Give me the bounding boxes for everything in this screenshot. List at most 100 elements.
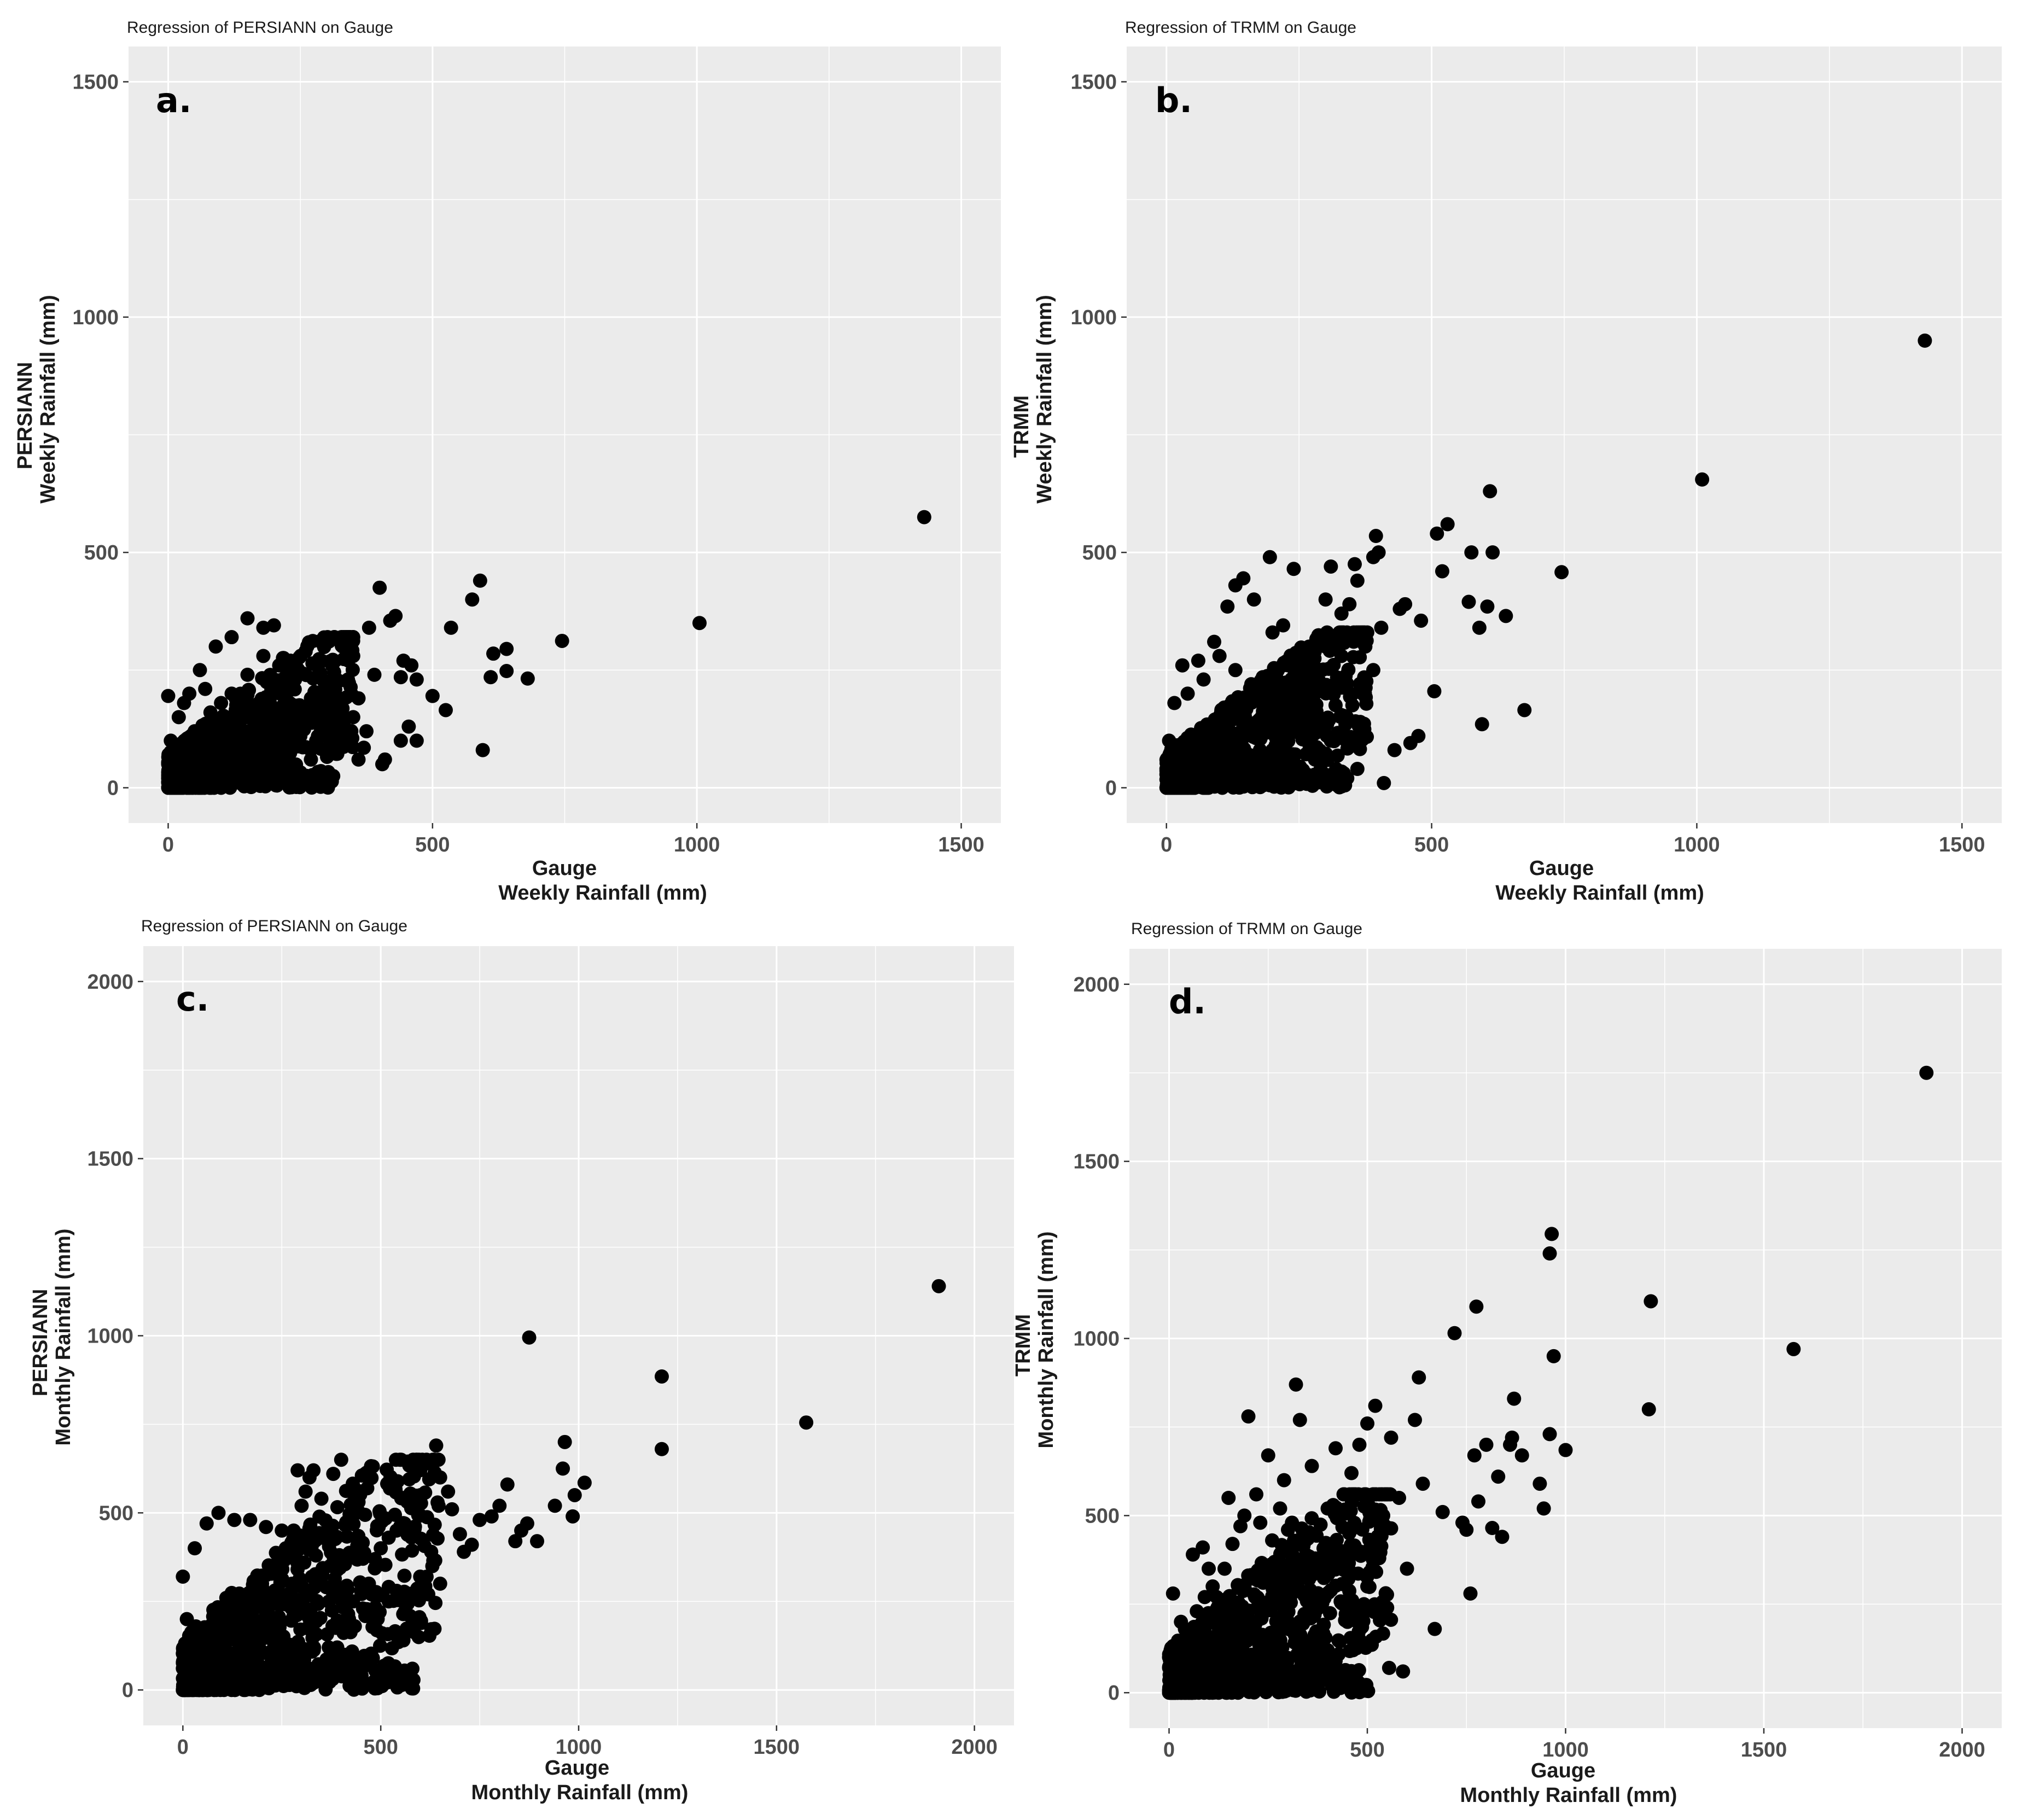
data-point [1374,620,1389,635]
data-point [484,1509,499,1524]
cluster-point [290,1562,305,1577]
cluster-point [1231,690,1245,705]
data-point [346,649,360,663]
data-point [1514,1448,1529,1463]
data-point [1320,1643,1335,1658]
data-point [306,1463,321,1478]
data-point [1472,620,1487,635]
data-point [319,634,334,649]
y-tick-label: 500 [99,1502,133,1525]
data-point [1180,686,1195,701]
cluster-point [1328,1578,1343,1593]
cluster-point [368,1681,382,1696]
cluster-point [251,696,266,711]
data-point [1318,771,1333,786]
data-point [1217,724,1232,739]
y-tick-label: 2000 [87,971,133,994]
data-point [457,1544,471,1559]
cluster-point [1274,1572,1289,1586]
data-point [1209,1590,1224,1605]
data-point [1265,743,1280,757]
data-point [357,740,371,755]
cluster-point [1299,1585,1314,1600]
cluster-point [319,744,334,759]
data-point [185,766,199,781]
panel-a-xlabel-line1: Gauge [532,857,597,880]
data-point [1641,1402,1656,1417]
data-point [1191,654,1205,668]
data-point [421,1587,436,1602]
cluster-point [397,1663,412,1678]
data-point [1503,1437,1517,1452]
data-point [271,1548,285,1563]
data-point [421,1456,436,1471]
data-point [1292,724,1307,739]
cluster-point [1168,750,1182,765]
cluster-point [255,671,270,686]
cluster-point [218,1661,233,1676]
data-point [1507,1391,1522,1406]
data-point [1221,1490,1236,1505]
cluster-point [214,718,229,733]
cluster-point [1273,1547,1287,1561]
data-point [256,649,271,663]
data-point [1281,658,1296,673]
y-tick-label: 2000 [1073,973,1120,996]
cluster-point [383,1481,398,1496]
data-point [277,752,292,767]
cluster-point [1208,1643,1222,1658]
cluster-point [291,1635,306,1649]
cluster-point [1265,1645,1279,1660]
data-point [1313,1675,1327,1689]
data-point [1918,333,1932,348]
data-point [381,1594,396,1609]
data-point [1328,1653,1343,1668]
data-point [1455,1515,1470,1530]
data-point [198,681,213,696]
cluster-point [1290,1572,1305,1586]
data-point [917,510,931,524]
data-point [164,733,178,748]
cluster-point [411,1630,426,1644]
cluster-point [1373,1527,1388,1542]
data-point [374,1541,388,1556]
data-point [1546,1349,1561,1363]
data-point [1350,573,1365,588]
y-tick-label: 0 [1105,777,1117,800]
data-point [1262,550,1277,564]
data-point [1479,1437,1494,1452]
data-point [1403,736,1418,750]
data-point [255,1576,270,1591]
data-point [1207,634,1221,649]
cluster-point [1314,1560,1329,1574]
cluster-point [340,1578,354,1593]
cluster-point [1372,1487,1386,1502]
panel-d-letter: d. [1169,982,1206,1022]
cluster-point [350,1505,365,1520]
data-point [1440,517,1455,532]
data-point [335,724,350,739]
cluster-point [1201,1673,1215,1688]
data-point [1249,775,1264,790]
data-point [314,710,329,725]
cluster-point [1246,1685,1261,1700]
data-point [1485,545,1500,560]
x-tick-label: 1500 [754,1736,800,1759]
data-point [318,1679,333,1694]
data-point [1331,677,1346,692]
cluster-point [1198,1650,1213,1665]
data-point [1545,1227,1559,1241]
data-point [208,639,223,654]
cluster-point [1227,738,1242,753]
cluster-point [1330,1532,1344,1547]
cluster-point [1174,1682,1188,1697]
cluster-point [1338,733,1353,748]
cluster-point [312,1509,327,1524]
cluster-point [311,1595,325,1610]
cluster-point [1237,1581,1252,1596]
data-point [247,1590,261,1605]
data-point [1328,1441,1343,1456]
data-point [282,766,297,781]
data-point [372,580,387,595]
data-point [243,1513,258,1527]
